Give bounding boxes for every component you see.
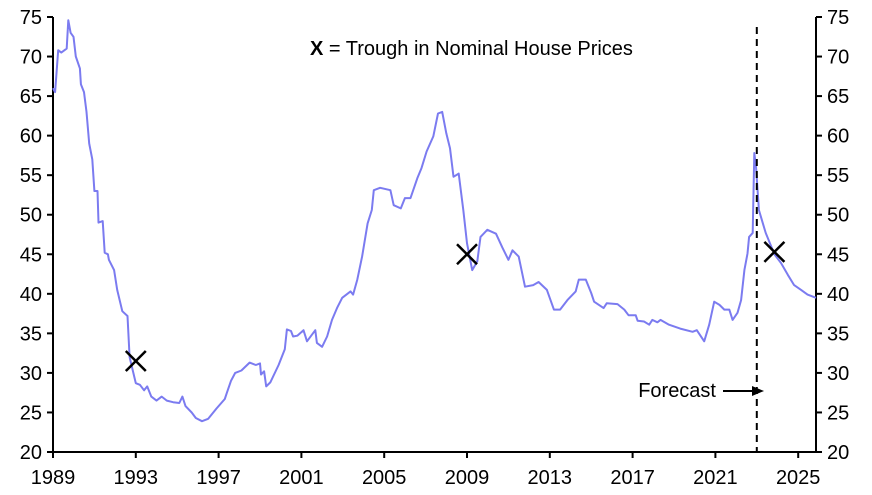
trough-stroke [456,243,478,266]
x-tick-label: 2005 [362,467,407,489]
y-tick-label-right: 20 [827,442,849,464]
trough-markers [124,241,786,372]
y-tick-label-right: 25 [827,402,849,424]
x-tick-label: 1997 [196,467,241,489]
y-tick-label-left: 50 [20,205,42,227]
y-tick-label-left: 65 [20,86,42,108]
y-tick-label-left: 70 [20,47,42,69]
x-tick-label: 1993 [114,467,159,489]
y-tick-label-left: 75 [20,7,42,29]
y-tick-label-right: 55 [827,165,849,187]
y-tick-label-left: 55 [20,165,42,187]
trough-x-marker [124,350,147,372]
y-tick-label-right: 65 [827,86,849,108]
x-tick-label: 2001 [279,467,324,489]
forecast-label: Forecast [638,380,716,402]
y-tick-label-left: 35 [20,323,42,345]
y-tick-label-right: 60 [827,126,849,148]
y-tick-label-left: 20 [20,442,42,464]
y-tick-label-right: 35 [827,323,849,345]
x-tick-label: 2013 [528,467,573,489]
x-tick-label: 1989 [31,467,76,489]
x-tick-label: 2009 [445,467,490,489]
x-tick-label: 2017 [610,467,655,489]
y-tick-label-right: 70 [827,47,849,69]
y-tick-label-left: 40 [20,284,42,306]
y-tick-label-left: 60 [20,126,42,148]
x-tick-label: 2021 [693,467,738,489]
legend-marker: X [310,38,324,60]
y-tick-label-right: 75 [827,7,849,29]
legend-note: X = Trough in Nominal House Prices [310,38,633,60]
legend-text: = Trough in Nominal House Prices [323,38,633,60]
y-tick-label-right: 30 [827,363,849,385]
trough-x-marker [456,243,478,266]
trough-x-marker [763,241,786,263]
trough-stroke [763,241,786,263]
y-tick-label-left: 30 [20,363,42,385]
forecast-arrow [723,386,764,396]
trough-stroke [124,350,147,372]
y-tick-label-right: 45 [827,244,849,266]
y-tick-label-right: 40 [827,284,849,306]
x-tick-label: 2025 [776,467,821,489]
series-line [52,19,817,423]
y-tick-label-left: 25 [20,402,42,424]
y-tick-label-left: 45 [20,244,42,266]
y-tick-label-right: 50 [827,205,849,227]
